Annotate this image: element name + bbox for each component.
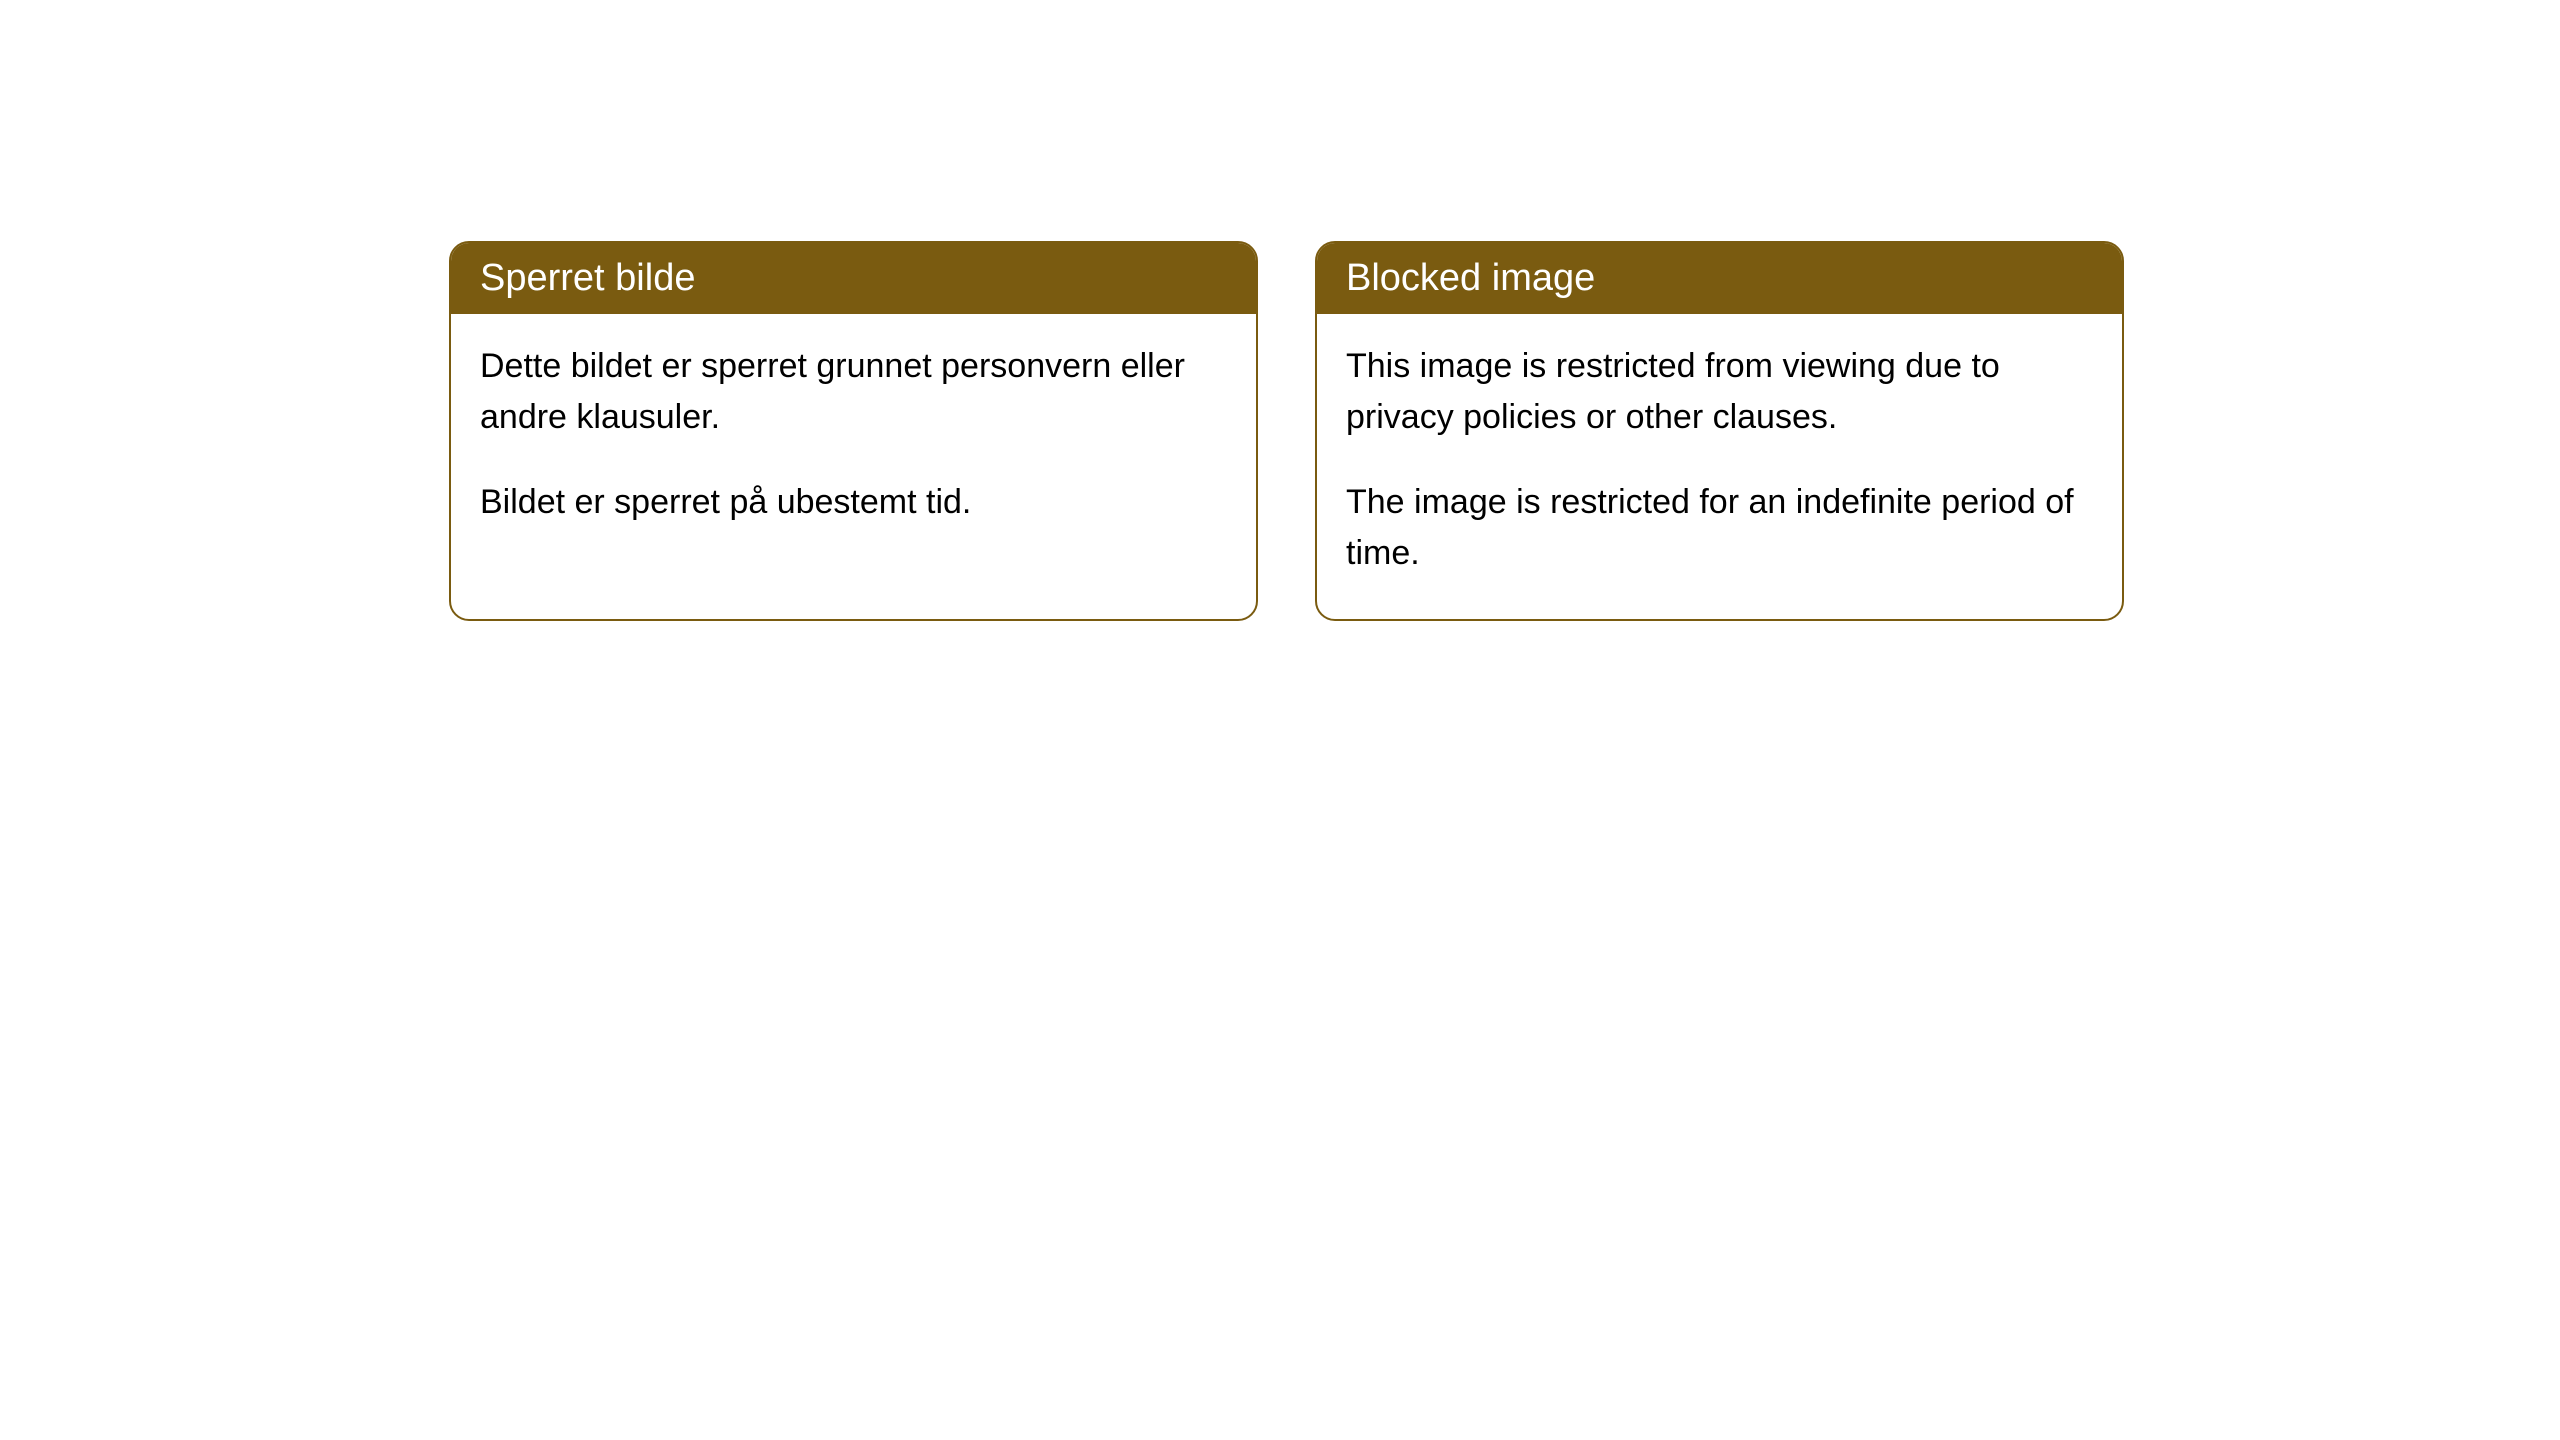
card-paragraph: Dette bildet er sperret grunnet personve…: [480, 341, 1227, 443]
card-header-norwegian: Sperret bilde: [451, 243, 1256, 314]
card-paragraph: Bildet er sperret på ubestemt tid.: [480, 477, 1227, 528]
card-paragraph: The image is restricted for an indefinit…: [1346, 477, 2093, 579]
card-english: Blocked image This image is restricted f…: [1315, 241, 2124, 621]
card-body-norwegian: Dette bildet er sperret grunnet personve…: [451, 314, 1256, 568]
card-header-english: Blocked image: [1317, 243, 2122, 314]
card-norwegian: Sperret bilde Dette bildet er sperret gr…: [449, 241, 1258, 621]
cards-container: Sperret bilde Dette bildet er sperret gr…: [449, 241, 2124, 621]
card-body-english: This image is restricted from viewing du…: [1317, 314, 2122, 619]
card-paragraph: This image is restricted from viewing du…: [1346, 341, 2093, 443]
